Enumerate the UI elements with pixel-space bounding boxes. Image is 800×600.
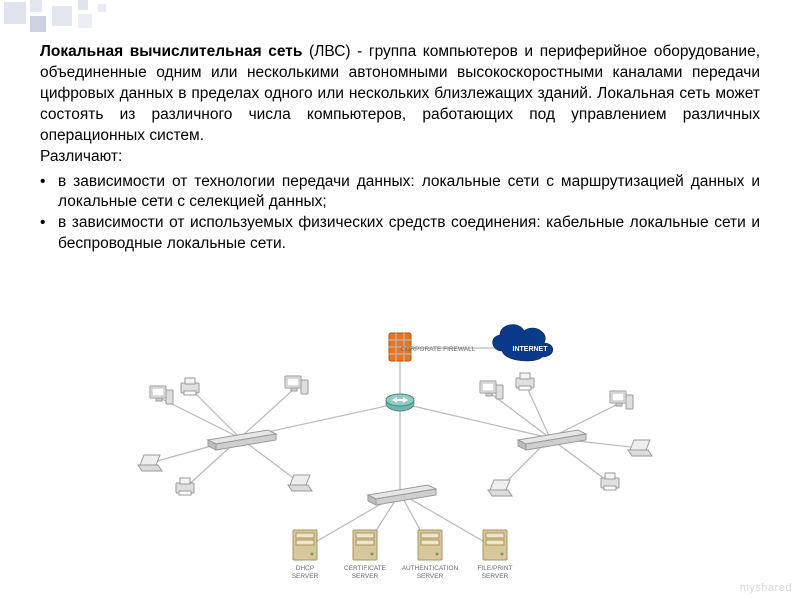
node-server: CERTIFICATESERVER: [344, 530, 387, 580]
watermark: myshared: [740, 582, 792, 594]
svg-text:CERTIFICATE: CERTIFICATE: [344, 565, 387, 572]
node-printer: [516, 373, 534, 390]
bullet-text: в зависимости от используемых физических…: [58, 213, 760, 255]
node-cloud: INTERNET: [493, 325, 553, 361]
node-server: DHCPSERVER: [292, 530, 319, 580]
node-switch: [368, 485, 436, 505]
node-laptop: [628, 440, 652, 456]
bullet-icon: •: [40, 172, 58, 214]
svg-text:SERVER: SERVER: [352, 573, 379, 580]
network-edge: [525, 383, 550, 438]
svg-text:CORPORATE FIREWALL: CORPORATE FIREWALL: [401, 346, 476, 353]
slide-corner-decoration: [0, 0, 200, 40]
svg-text:SERVER: SERVER: [482, 573, 509, 580]
node-pc: [480, 381, 503, 399]
network-edge: [190, 388, 240, 438]
term-bold: Локальная вычислительная сеть: [40, 43, 302, 60]
node-firewall: CORPORATE FIREWALL: [389, 333, 476, 361]
svg-text:INTERNET: INTERNET: [513, 346, 549, 353]
svg-text:DHCP: DHCP: [296, 565, 314, 572]
node-laptop: [138, 455, 162, 471]
network-diagram: CORPORATE FIREWALLINTERNETDHCPSERVERCERT…: [130, 318, 670, 588]
bullet-list: • в зависимости от технологии передачи д…: [40, 172, 760, 256]
list-item: • в зависимости от используемых физическ…: [40, 213, 760, 255]
svg-text:SERVER: SERVER: [292, 573, 319, 580]
bullet-text: в зависимости от технологии передачи дан…: [58, 172, 760, 214]
body-text: Локальная вычислительная сеть (ЛВС) - гр…: [40, 42, 760, 255]
node-pc: [285, 376, 308, 394]
node-laptop: [488, 480, 512, 496]
svg-text:AUTHENTICATION: AUTHENTICATION: [402, 565, 459, 572]
paragraph-definition: Локальная вычислительная сеть (ЛВС) - гр…: [40, 42, 760, 147]
list-item: • в зависимости от технологии передачи д…: [40, 172, 760, 214]
svg-text:FILE/PRINT: FILE/PRINT: [477, 565, 512, 572]
node-pc: [150, 386, 173, 404]
svg-text:SERVER: SERVER: [417, 573, 444, 580]
network-edge: [400, 493, 495, 548]
node-server: FILE/PRINTSERVER: [477, 530, 512, 580]
bullet-icon: •: [40, 213, 58, 255]
line-distinguish: Различают:: [40, 147, 760, 168]
node-switch: [208, 430, 276, 450]
node-printer: [601, 473, 619, 490]
node-printer: [176, 478, 194, 495]
node-server: AUTHENTICATIONSERVER: [402, 530, 459, 580]
node-printer: [181, 378, 199, 395]
watermark-text: myshared: [740, 582, 792, 594]
node-router: [386, 394, 414, 411]
